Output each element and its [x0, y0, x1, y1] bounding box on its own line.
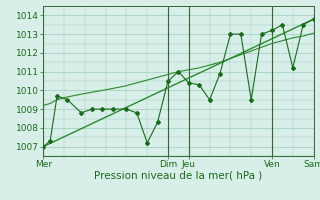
X-axis label: Pression niveau de la mer( hPa ): Pression niveau de la mer( hPa ) [94, 171, 262, 181]
